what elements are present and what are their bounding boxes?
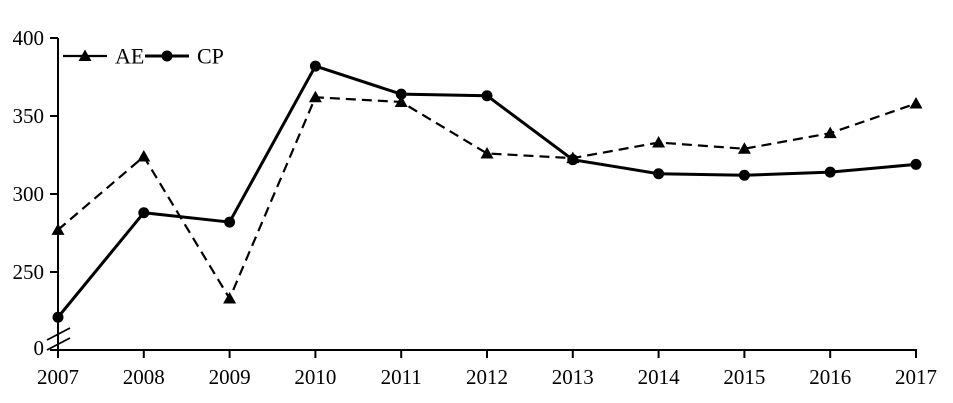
- y-tick-label: 350: [13, 104, 45, 128]
- series-marker-ae-triangle-icon: [823, 126, 837, 139]
- x-tick-label: 2009: [209, 365, 251, 389]
- x-tick-label: 2016: [809, 365, 851, 389]
- x-tick-label: 2010: [294, 365, 336, 389]
- y-tick-label: 300: [13, 182, 45, 206]
- series-marker-cp-circle-icon: [824, 166, 836, 178]
- x-tick-label: 2008: [123, 365, 165, 389]
- legend-circle-icon: [161, 50, 173, 62]
- series-marker-cp-circle-icon: [910, 158, 922, 170]
- x-tick-label: 2015: [723, 365, 765, 389]
- series-marker-ae-triangle-icon: [137, 150, 151, 162]
- series-line-ae: [57, 96, 917, 301]
- y-tick-label: 0: [34, 336, 45, 360]
- legend-triangle-icon: [78, 49, 92, 61]
- series-marker-cp-circle-icon: [481, 90, 493, 102]
- series-marker-cp-circle-icon: [653, 168, 665, 180]
- series-marker-cp-circle-icon: [52, 311, 64, 323]
- y-tick-label: 250: [13, 260, 45, 284]
- series-marker-cp-circle-icon: [567, 154, 579, 166]
- x-tick-label: 2012: [466, 365, 508, 389]
- x-tick-label: 2013: [552, 365, 594, 389]
- series-marker-ae-triangle-icon: [909, 97, 923, 109]
- series-marker-ae-triangle-icon: [737, 142, 751, 154]
- x-tick-label: 2007: [37, 365, 79, 389]
- x-tick-label: 2017: [895, 365, 937, 389]
- legend-label-cp: CP: [197, 44, 224, 69]
- series-marker-cp-circle-icon: [395, 88, 407, 100]
- x-tick-label: 2014: [638, 365, 681, 389]
- series-line-cp: [56, 64, 917, 319]
- series-marker-cp-circle-icon: [138, 207, 150, 219]
- axis-break-slash: [46, 327, 71, 341]
- series-marker-ae-triangle-icon: [51, 223, 65, 235]
- series-marker-ae-triangle-icon: [308, 90, 322, 103]
- series-marker-cp-circle-icon: [224, 216, 236, 228]
- legend-label-ae: AE: [115, 44, 144, 69]
- series-marker-cp-circle-icon: [309, 60, 321, 72]
- y-tick-label: 400: [13, 26, 45, 50]
- axis-break-slash: [46, 337, 71, 351]
- series-marker-ae-triangle-icon: [223, 292, 237, 304]
- x-tick-label: 2011: [381, 365, 422, 389]
- series-marker-ae-triangle-icon: [480, 146, 494, 159]
- series-marker-cp-circle-icon: [738, 169, 750, 181]
- series-marker-ae-triangle-icon: [394, 95, 408, 107]
- series-marker-ae-triangle-icon: [652, 136, 666, 148]
